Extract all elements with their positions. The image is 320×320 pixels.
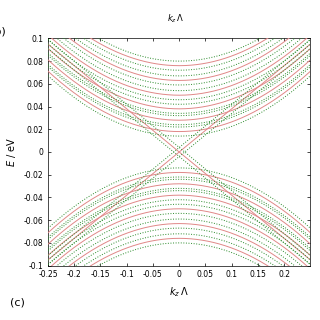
Text: (c): (c) xyxy=(10,297,24,307)
Text: $k_z\,\Lambda$: $k_z\,\Lambda$ xyxy=(167,13,185,25)
X-axis label: $k_z\,\Lambda$: $k_z\,\Lambda$ xyxy=(169,285,189,299)
Y-axis label: $E$ / eV: $E$ / eV xyxy=(5,137,18,167)
Text: (b): (b) xyxy=(0,26,6,36)
